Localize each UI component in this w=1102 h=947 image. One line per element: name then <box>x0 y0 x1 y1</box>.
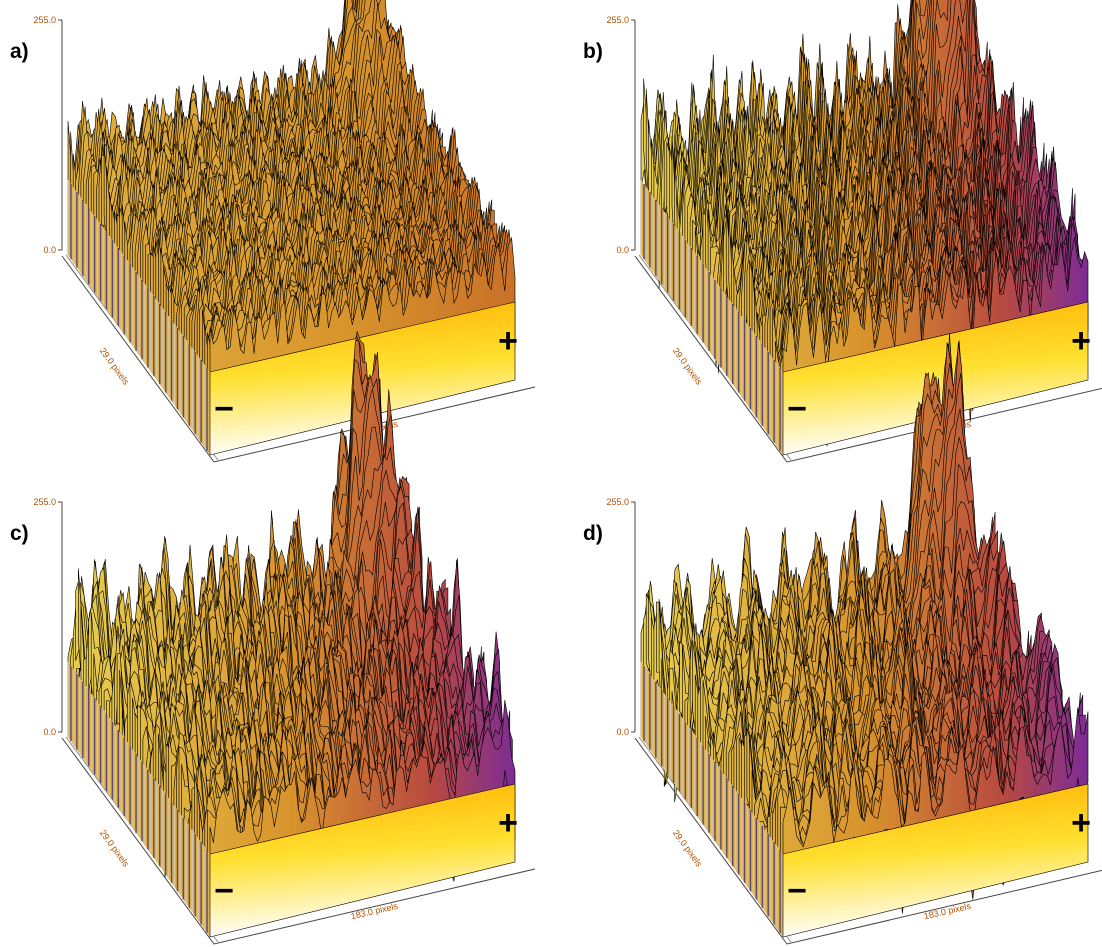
width-label: 183.0 pixels <box>923 901 973 922</box>
minus-sign: − <box>214 872 234 910</box>
axis-line <box>634 737 1102 945</box>
axis-line <box>61 255 536 463</box>
panel-label: a) <box>10 40 29 63</box>
front-face <box>782 783 1089 938</box>
panel-label: d) <box>583 522 603 545</box>
depth-label: 29.0 pixels <box>98 346 132 387</box>
z-bottom-label: 0.0 <box>616 245 629 255</box>
minus-sign: − <box>787 872 807 910</box>
width-label: 183.0 pixels <box>350 901 400 922</box>
front-face <box>209 783 516 938</box>
depth-label: 29.0 pixels <box>671 346 705 387</box>
plus-sign: + <box>1071 322 1091 360</box>
minus-sign: − <box>214 390 234 428</box>
z-bottom-label: 0.0 <box>43 245 56 255</box>
minus-sign: − <box>787 390 807 428</box>
plus-sign: + <box>498 804 518 842</box>
z-top-label: 255.0 <box>606 15 629 25</box>
plus-sign: + <box>498 322 518 360</box>
panel-label: c) <box>10 522 29 545</box>
z-bottom-label: 0.0 <box>43 727 56 737</box>
z-top-label: 255.0 <box>33 497 56 507</box>
panel-label: b) <box>583 40 603 63</box>
axis-line <box>634 255 1102 463</box>
depth-label: 29.0 pixels <box>671 828 705 869</box>
z-bottom-label: 0.0 <box>616 727 629 737</box>
axis-line <box>61 737 536 945</box>
z-top-label: 255.0 <box>606 497 629 507</box>
panel: c) 255.0 0.0 29.0 pixels 183.0 pixels + − <box>10 331 536 945</box>
panel: d) 255.0 0.0 29.0 pixels 183.0 pixels + − <box>583 333 1102 945</box>
z-top-label: 255.0 <box>33 15 56 25</box>
depth-label: 29.0 pixels <box>98 828 132 869</box>
plus-sign: + <box>1071 804 1091 842</box>
